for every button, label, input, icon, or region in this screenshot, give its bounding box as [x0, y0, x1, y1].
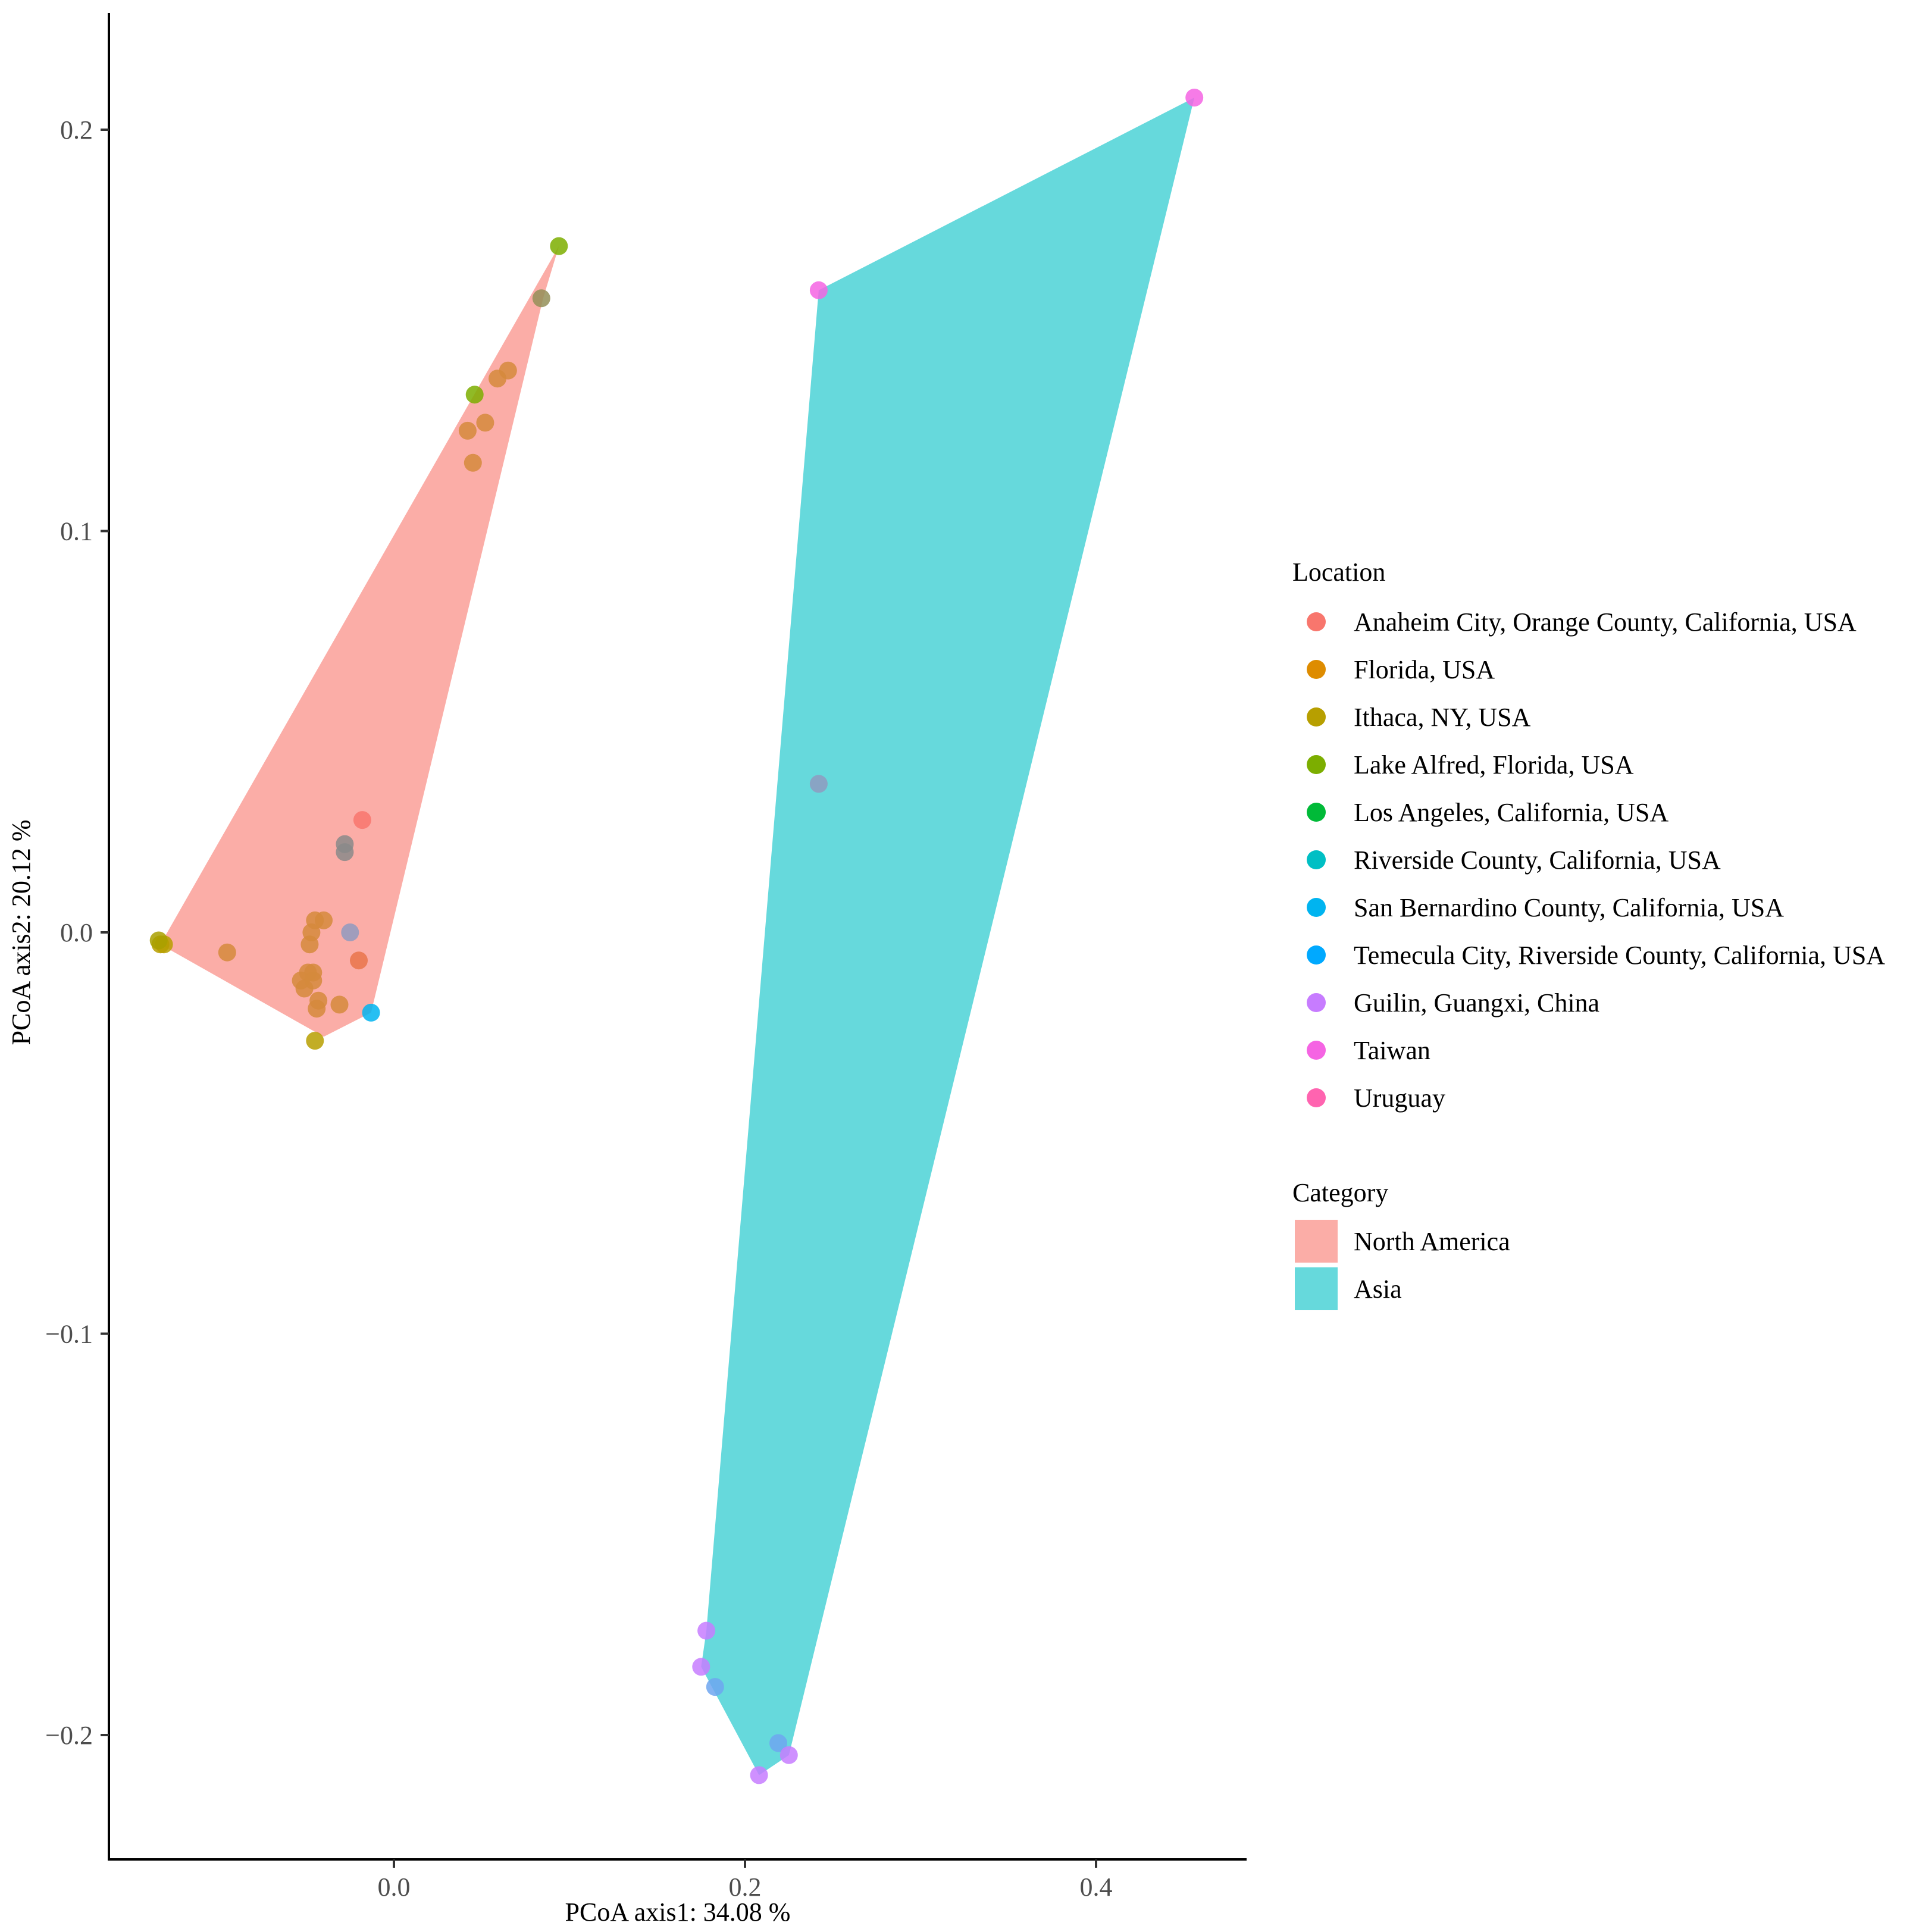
data-point-32 — [330, 995, 349, 1014]
legend-key-location — [1307, 660, 1326, 679]
y-tick-label: −0.2 — [45, 1721, 93, 1750]
data-point-10 — [532, 289, 550, 308]
legend-label-location: Guilin, Guangxi, China — [1354, 988, 1599, 1017]
data-point-15 — [458, 421, 477, 440]
data-point-17 — [353, 811, 371, 829]
legend-key-location — [1307, 898, 1326, 917]
x-axis-title: PCoA axis1: 34.08 % — [565, 1897, 791, 1927]
legend-key-location — [1307, 850, 1326, 869]
legend-key-location — [1307, 707, 1326, 727]
data-point-2 — [809, 775, 828, 793]
hull-north-america — [160, 246, 559, 1037]
data-point-39 — [149, 931, 168, 950]
y-tick-label: 0.0 — [60, 918, 93, 947]
data-point-20 — [341, 923, 359, 941]
x-tick-label: 0.0 — [378, 1872, 411, 1902]
data-point-24 — [300, 935, 319, 954]
y-tick-label: 0.2 — [60, 115, 93, 145]
legend-key-location — [1307, 803, 1326, 822]
legend-label-location: Taiwan — [1354, 1036, 1430, 1065]
axis-layer — [108, 13, 1247, 1861]
category-legend-title: Category — [1292, 1178, 1388, 1207]
data-point-7 — [780, 1746, 798, 1764]
hull-layer — [160, 98, 1195, 1776]
data-point-30 — [295, 979, 314, 998]
data-point-34 — [362, 1003, 380, 1022]
legend-label-location: Riverside County, California, USA — [1354, 846, 1721, 875]
legend-label-category: Asia — [1354, 1275, 1402, 1304]
x-tick-label: 0.2 — [729, 1872, 762, 1902]
category-legend: Category North America Asia — [1292, 1178, 1510, 1310]
data-point-14 — [476, 414, 494, 432]
legend-label-location: Ithaca, NY, USA — [1354, 703, 1531, 732]
data-point-4 — [692, 1658, 710, 1676]
data-point-12 — [489, 370, 506, 388]
legend-label-category: North America — [1354, 1227, 1510, 1256]
data-point-1 — [809, 281, 828, 299]
data-point-25 — [350, 951, 368, 970]
data-point-0 — [1185, 89, 1204, 107]
y-tick-label: 0.1 — [60, 517, 93, 546]
legend-key-location — [1307, 612, 1326, 631]
legend-label-location: Anaheim City, Orange County, California,… — [1354, 608, 1857, 637]
legend-label-location: Los Angeles, California, USA — [1354, 798, 1668, 827]
legend-label-location: Florida, USA — [1354, 655, 1495, 684]
data-point-3 — [697, 1621, 716, 1640]
tick-layer: 0.0 0.2 0.4 0.2 0.1 0.0 −0.1 −0.2 — [45, 115, 1112, 1902]
legend-key-category — [1295, 1267, 1338, 1310]
legend-key-location — [1307, 1088, 1326, 1107]
legend-label-location: Uruguay — [1354, 1084, 1445, 1113]
data-point-19 — [336, 843, 354, 862]
data-point-13 — [465, 386, 484, 404]
x-tick-label: 0.4 — [1080, 1872, 1113, 1902]
y-tick-label: −0.1 — [45, 1320, 93, 1349]
location-legend-title: Location — [1292, 558, 1385, 587]
data-point-16 — [464, 453, 482, 472]
location-legend: Location Anaheim City, Orange County, Ca… — [1292, 558, 1885, 1113]
legend-key-category — [1295, 1220, 1338, 1263]
legend-label-location: Lake Alfred, Florida, USA — [1354, 750, 1634, 779]
data-point-36 — [218, 943, 236, 962]
data-point-6 — [769, 1734, 787, 1752]
legend-key-location — [1307, 755, 1326, 774]
data-point-5 — [706, 1678, 724, 1696]
point-layer — [149, 89, 1204, 1784]
legend-label-location: Temecula City, Riverside County, Califor… — [1354, 941, 1885, 970]
hull-asia — [701, 98, 1195, 1776]
data-point-9 — [550, 237, 568, 255]
legend-key-location — [1307, 1041, 1326, 1060]
y-axis-title: PCoA axis2: 20.12 % — [7, 820, 36, 1045]
data-point-22 — [315, 911, 333, 929]
legend-label-location: San Bernardino County, California, USA — [1354, 893, 1784, 922]
data-point-33 — [308, 1000, 326, 1018]
legend-key-location — [1307, 993, 1326, 1012]
data-point-8 — [750, 1766, 768, 1784]
legend-key-location — [1307, 945, 1326, 965]
data-point-35 — [306, 1032, 324, 1050]
